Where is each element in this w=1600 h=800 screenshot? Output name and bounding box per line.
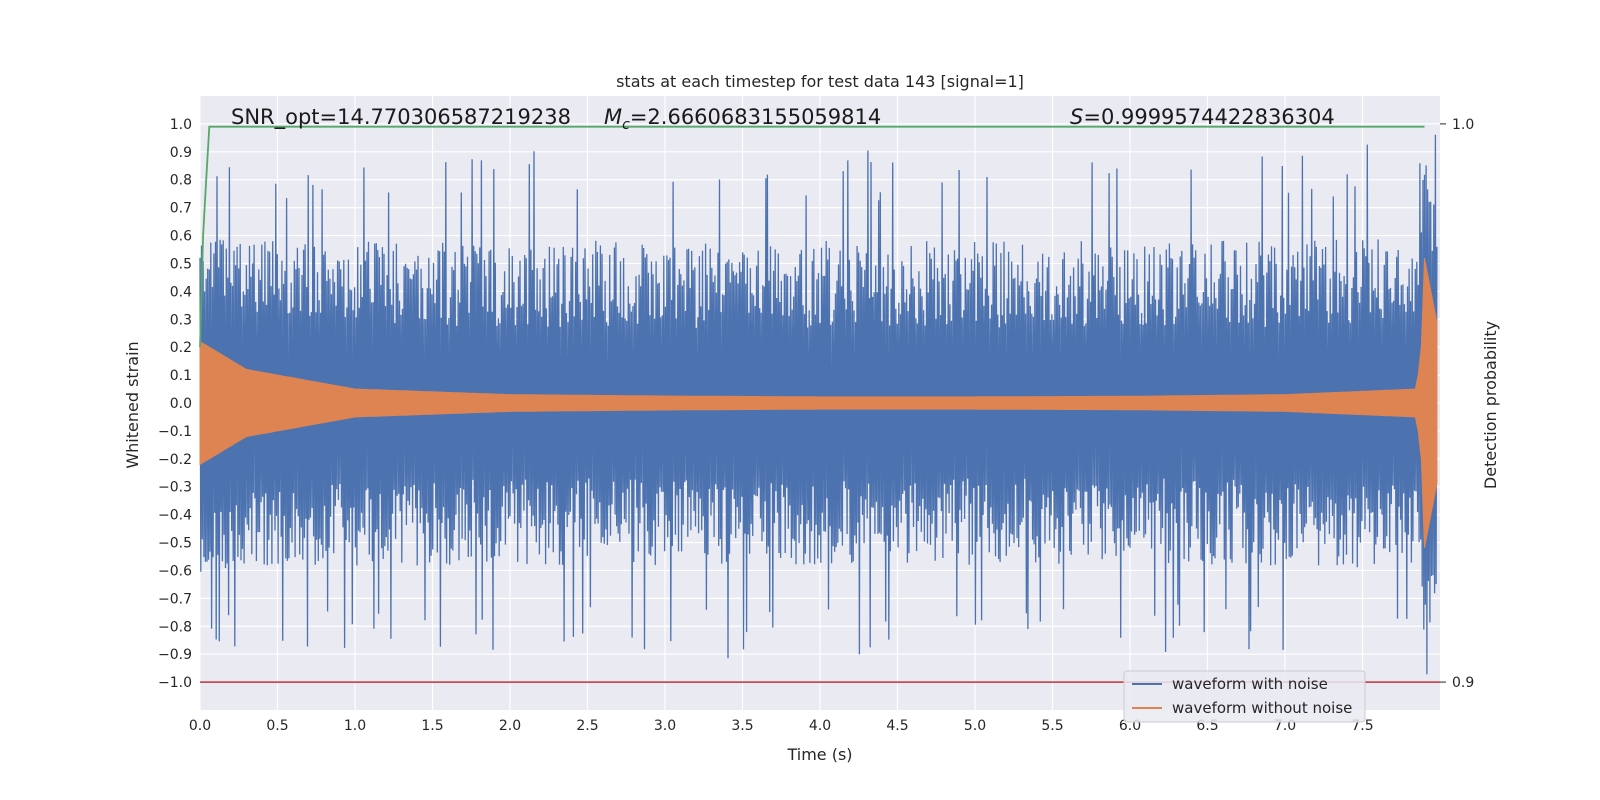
x-tick-label: 0.5	[266, 718, 288, 734]
y-tick-label: 0.6	[170, 229, 192, 245]
right-y-tick-label: 0.9	[1452, 675, 1474, 691]
y-tick-label: −0.9	[158, 647, 192, 663]
y-tick-label: 0.2	[170, 340, 192, 356]
x-tick-label: 3.0	[654, 718, 676, 734]
legend-box	[1123, 670, 1366, 723]
right-y-axis-label: Detection probability	[1481, 321, 1500, 489]
series-layer	[199, 125, 1440, 683]
y-tick-label: −0.8	[158, 619, 192, 635]
y-tick-label: −0.7	[158, 591, 192, 607]
y-tick-label: −0.4	[158, 508, 192, 524]
y-ticks: 1.0 0.9 0.8 0.7 0.6 0.5 0.4 0.3 0.2 0.1 0.0 −0.1 −0.…	[158, 117, 192, 691]
y-axis-label: Whitened strain	[123, 341, 142, 468]
right-y-tick-label: 1.0	[1452, 117, 1474, 133]
y-tick-label: 0.4	[170, 284, 192, 300]
x-tick-label: 4.0	[809, 718, 831, 734]
x-tick-label: 2.5	[576, 718, 598, 734]
y-tick-label: 0.3	[170, 312, 192, 328]
y-tick-label: 0.9	[170, 145, 192, 161]
right-y-ticks: 1.0 0.9	[1440, 117, 1474, 691]
y-tick-label: −1.0	[158, 675, 192, 691]
y-tick-label: 0.5	[170, 256, 192, 272]
y-tick-label: −0.3	[158, 480, 192, 496]
y-tick-label: −0.6	[158, 563, 192, 579]
x-tick-label: 3.5	[731, 718, 753, 734]
y-tick-label: 0.7	[170, 201, 192, 217]
x-tick-label: 1.0	[344, 718, 366, 734]
y-tick-label: 0.0	[170, 396, 192, 412]
x-tick-label: 1.5	[421, 718, 443, 734]
legend: waveform with noise waveform without noi…	[1123, 670, 1366, 723]
snr-annotation: SNR_opt=14.770306587219238	[231, 105, 571, 130]
y-tick-label: 1.0	[170, 117, 192, 133]
x-axis-label: Time (s)	[786, 745, 852, 764]
s-annotation: S=0.9999574422836304	[1070, 105, 1335, 129]
series-waveform-without-noise	[199, 257, 1438, 549]
x-tick-label: 5.0	[964, 718, 986, 734]
x-tick-label: 2.0	[499, 718, 521, 734]
y-tick-label: 0.1	[170, 368, 192, 384]
x-tick-label: 4.5	[886, 718, 908, 734]
series-waveform-with-noise	[199, 134, 1438, 675]
legend-label-clean: waveform without noise	[1172, 699, 1352, 717]
series-detection-probability	[199, 125, 1425, 348]
x-tick-label: 5.5	[1041, 718, 1063, 734]
y-tick-label: −0.5	[158, 536, 192, 552]
x-tick-label: 0.0	[189, 718, 211, 734]
y-tick-label: −0.2	[158, 452, 192, 468]
legend-label-noise: waveform with noise	[1172, 675, 1328, 693]
y-tick-label: −0.1	[158, 424, 192, 440]
y-tick-label: 0.8	[170, 173, 192, 189]
chart-title: stats at each timestep for test data 143…	[616, 72, 1024, 91]
chirp-mass-annotation: Mc=2.6660683155059814	[604, 105, 881, 133]
